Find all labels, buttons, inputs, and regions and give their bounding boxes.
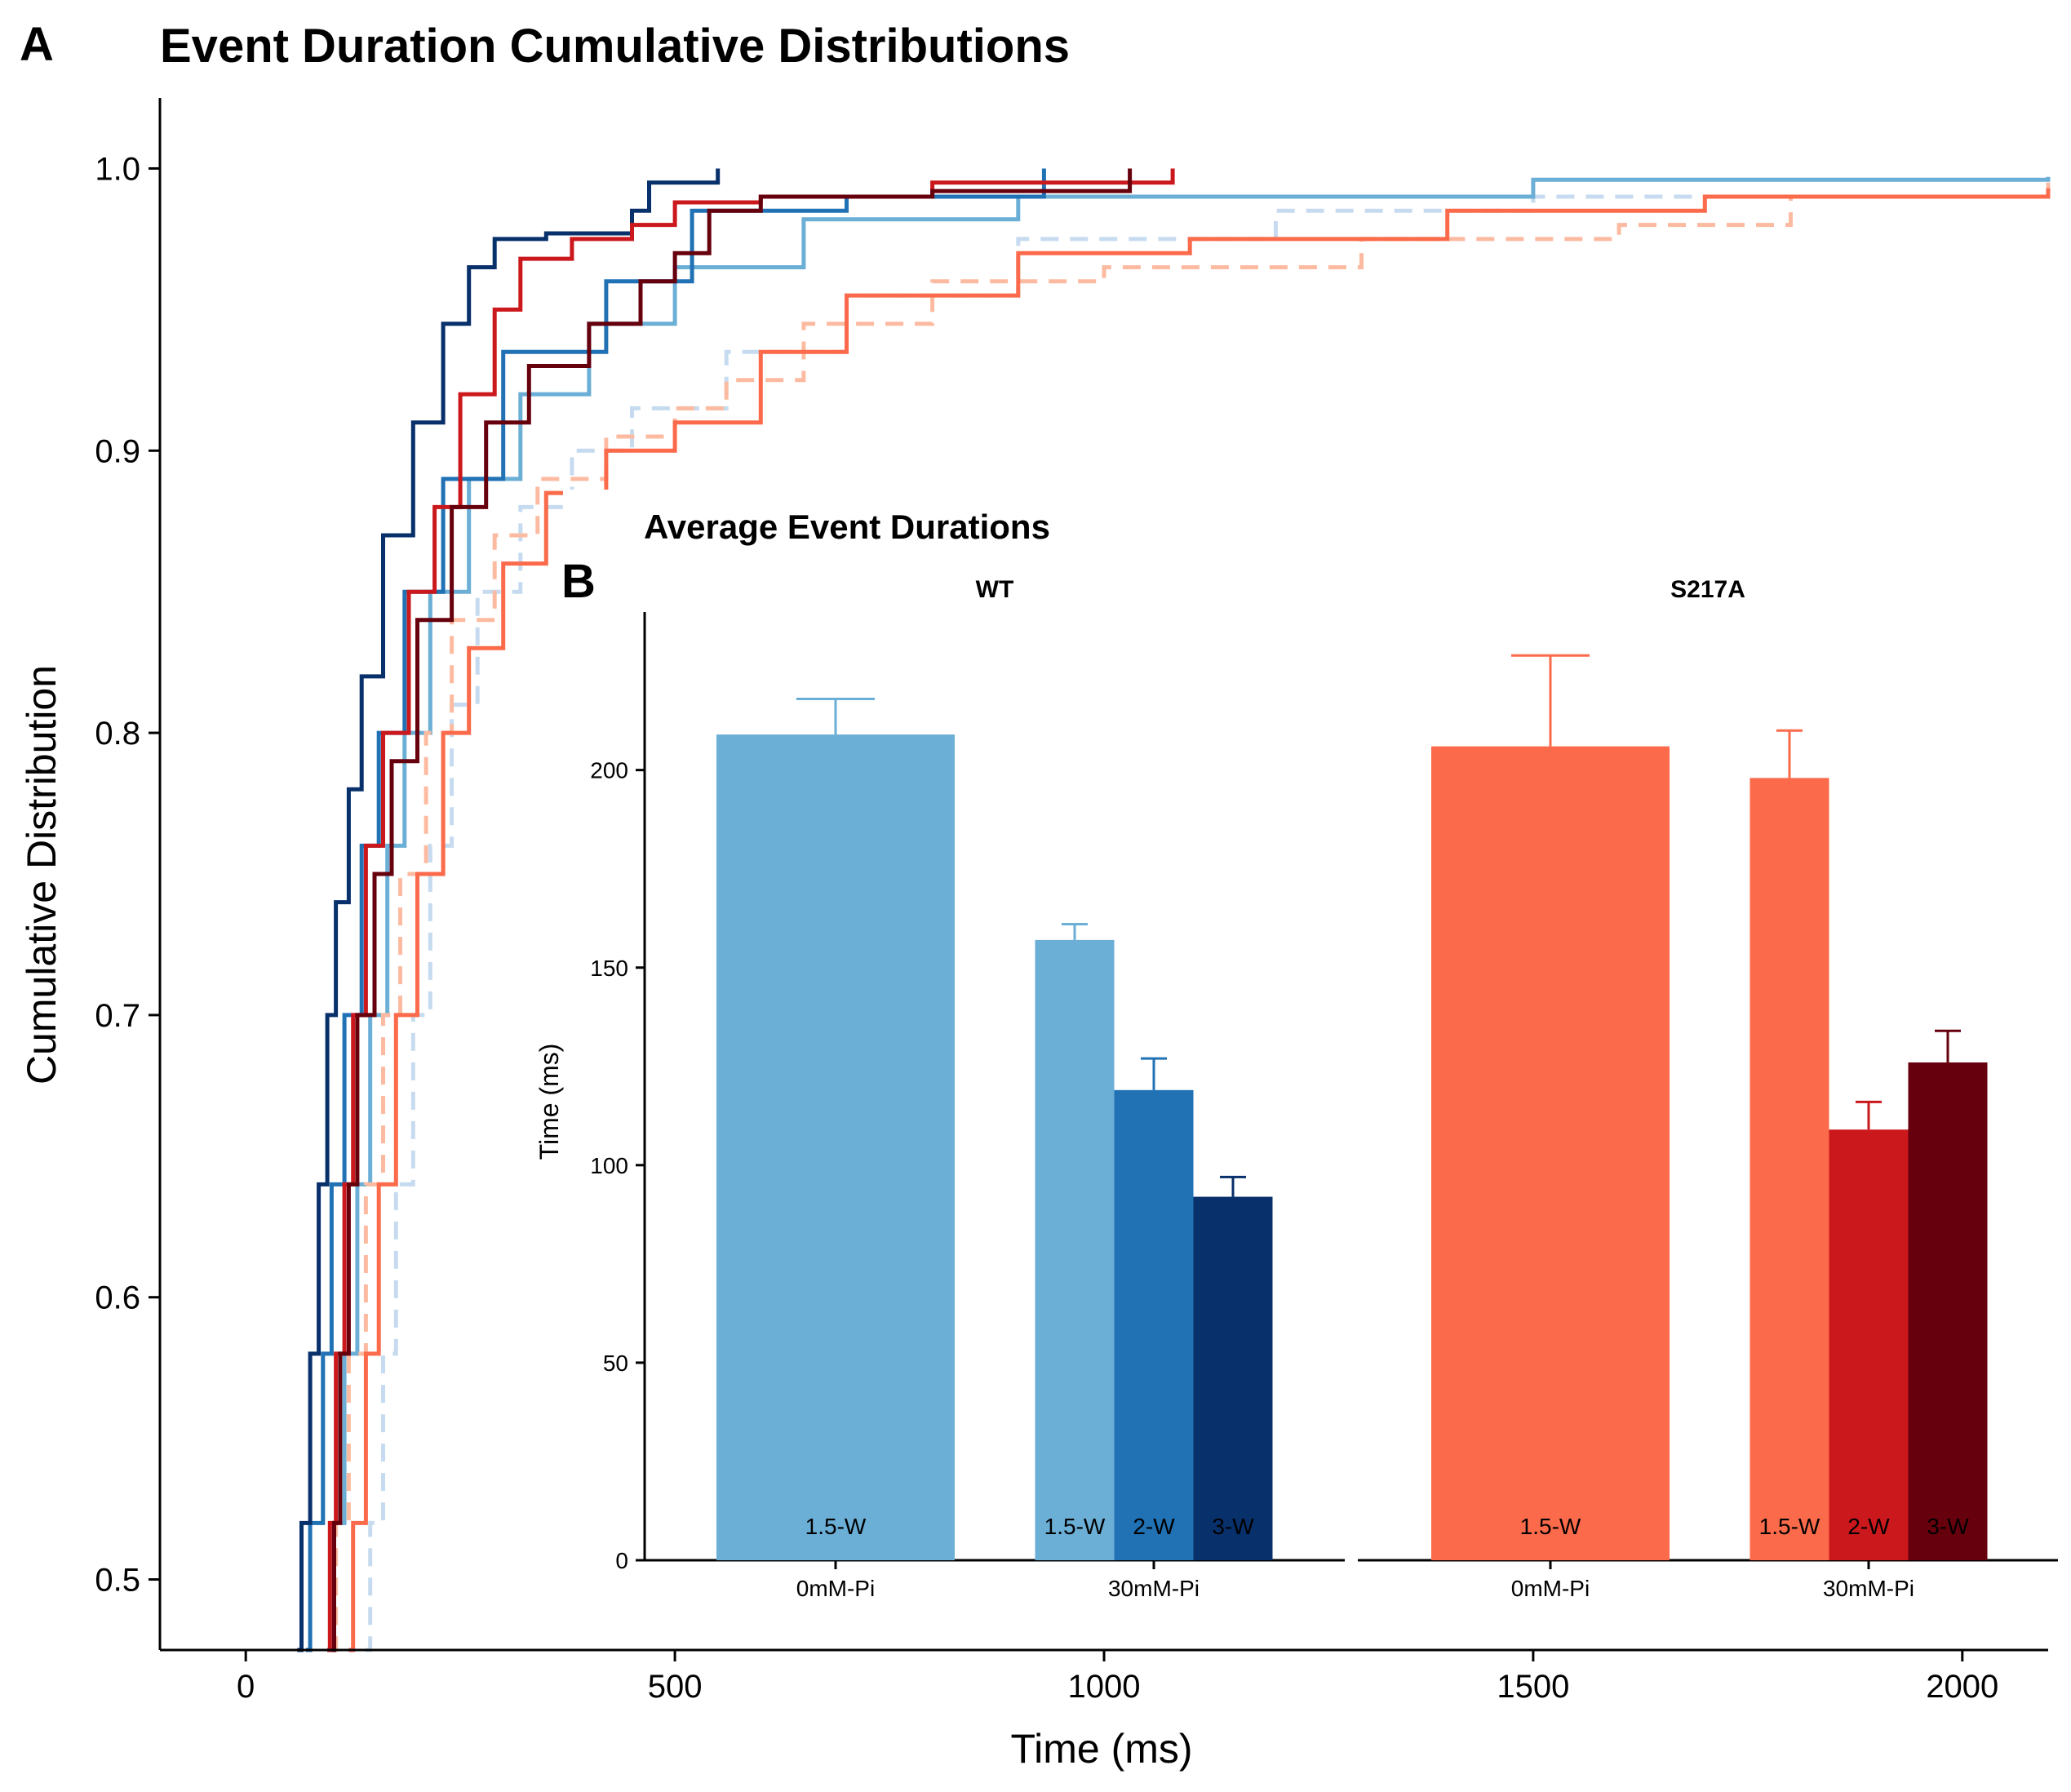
bar-label: 2-W [1133, 1514, 1175, 1539]
facet-category-label: 30mM-Pi [1108, 1576, 1200, 1601]
bar-label: 3-W [1927, 1514, 1969, 1539]
cdf-series-line-2 [327, 176, 2051, 1652]
bar-label: 1.5-W [1044, 1514, 1106, 1539]
bar-label: 2-W [1847, 1514, 1890, 1539]
bar-label: 3-W [1212, 1514, 1254, 1539]
cdf-line-group [297, 168, 2051, 1652]
cdf-y-tick-label: 0.5 [95, 1563, 140, 1599]
bar-chart-group: 0 50 100 150 200 WT 0mM-Pi 1.5-W 30mM-Pi 1.5-W 2-W… [590, 576, 2058, 1601]
facet-strip-label: S217A [1670, 576, 1745, 603]
bar [1035, 939, 1115, 1560]
facet-category-label: 0mM-Pi [1511, 1576, 1590, 1601]
bar [1908, 1062, 1988, 1560]
panel-a-y-axis-title: Cumulative Distribution [19, 665, 64, 1085]
cdf-series-line-6 [348, 188, 2051, 1652]
cdf-x-tick-label: 500 [648, 1669, 703, 1705]
cdf-y-tick-label: 1.0 [95, 151, 140, 187]
cdf-x-tick-label: 2000 [1926, 1669, 1998, 1705]
bar-y-tick-label: 100 [590, 1153, 628, 1178]
panel-a-letter: A [20, 18, 54, 71]
bar [1114, 1089, 1194, 1560]
cdf-y-tick-label: 0.6 [95, 1280, 140, 1316]
bar-y-tick-label: 50 [603, 1351, 628, 1376]
cdf-series-line-4 [297, 168, 721, 1652]
panel-a-x-axis-title: Time (ms) [1010, 1726, 1192, 1772]
panel-b-y-axis-title: Time (ms) [534, 1044, 564, 1160]
cdf-y-tick-label: 0.8 [95, 716, 140, 752]
bar-label: 1.5-W [805, 1514, 867, 1539]
bar [1749, 778, 1829, 1560]
cdf-x-tick-label: 1500 [1497, 1669, 1569, 1705]
cdf-series-line-8 [331, 168, 1133, 1652]
bar-y-tick-label: 200 [590, 758, 628, 783]
panel-b-letter: B [561, 555, 596, 608]
panel-b-title: Average Event Durations [644, 508, 1050, 546]
facet-category-label: 30mM-Pi [1823, 1576, 1914, 1601]
bar [716, 734, 955, 1560]
cdf-x-tick-label: 1000 [1068, 1669, 1141, 1705]
bar [1431, 746, 1670, 1560]
cdf-x-tick-label: 0 [237, 1669, 255, 1705]
bar-y-tick-label: 0 [615, 1548, 628, 1573]
bar-y-tick-label: 150 [590, 956, 628, 981]
facet-category-label: 0mM-Pi [796, 1576, 875, 1601]
panel-a-title: Event Duration Cumulative Distributions [160, 20, 1070, 73]
cdf-y-tick-label: 0.9 [95, 433, 140, 469]
cdf-y-tick-label: 0.7 [95, 998, 140, 1034]
bar-label: 1.5-W [1759, 1514, 1820, 1539]
facet-strip-label: WT [976, 576, 1014, 603]
bar-label: 1.5-W [1520, 1514, 1581, 1539]
bar [1829, 1129, 1909, 1560]
bar [1193, 1196, 1273, 1560]
